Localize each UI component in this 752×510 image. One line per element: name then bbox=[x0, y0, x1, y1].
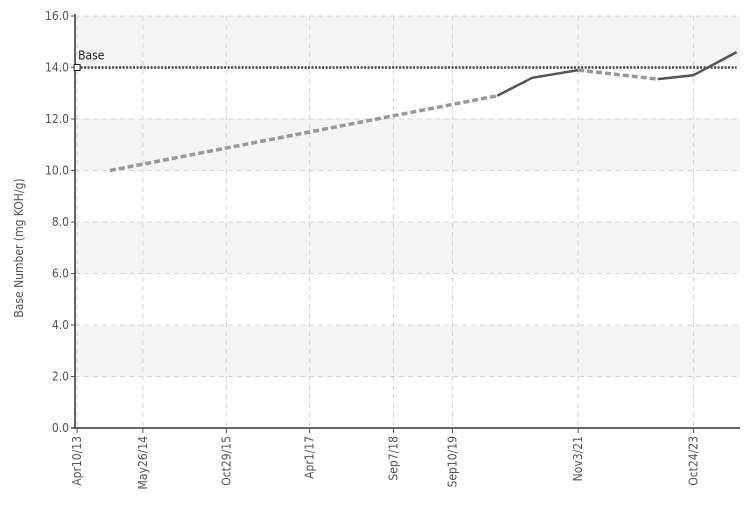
plot-bands bbox=[75, 16, 740, 377]
y-tick-label: 2.0 bbox=[52, 370, 69, 384]
x-tick-label: Oct24/23 bbox=[686, 436, 700, 486]
y-tick-label: 6.0 bbox=[52, 267, 69, 281]
plot-band bbox=[75, 119, 740, 171]
y-tick-label: 12.0 bbox=[45, 112, 69, 126]
series-line-solid bbox=[657, 50, 738, 81]
y-tick-label: 8.0 bbox=[52, 215, 69, 229]
x-tick-label: Apr10/13 bbox=[70, 436, 84, 486]
plot-band bbox=[75, 325, 740, 377]
gridlines bbox=[75, 15, 740, 428]
y-tick-label: 16.0 bbox=[45, 9, 69, 23]
plot-band bbox=[75, 222, 740, 274]
axes bbox=[71, 14, 740, 429]
series-line-dashed bbox=[109, 94, 498, 173]
base-marker bbox=[73, 64, 81, 71]
x-axis-ticks: Apr10/13 May26/14 Oct29/15 Apr1/17 Sep7/18 Se… bbox=[70, 428, 700, 489]
x-tick-label: May26/14 bbox=[136, 436, 150, 490]
x-tick-label: Nov3/21 bbox=[571, 436, 585, 481]
y-axis-title: Base Number (mg KOH/g) bbox=[12, 178, 26, 317]
x-tick-label: Apr1/17 bbox=[303, 436, 317, 479]
x-tick-label: Sep7/18 bbox=[386, 436, 400, 481]
y-tick-label: 14.0 bbox=[45, 61, 69, 75]
base-series-label: Base bbox=[78, 49, 105, 63]
y-tick-label: 0.0 bbox=[52, 421, 69, 435]
y-axis-ticks: 0.0 2.0 4.0 6.0 8.0 10.0 12.0 14.0 16.0 bbox=[45, 9, 75, 435]
y-tick-label: 4.0 bbox=[52, 318, 69, 332]
x-tick-label: Sep10/19 bbox=[445, 436, 459, 488]
y-tick-label: 10.0 bbox=[45, 164, 69, 178]
series-line-dashed bbox=[577, 68, 658, 81]
plot-band bbox=[75, 16, 740, 68]
series-line-solid bbox=[496, 68, 579, 97]
series-lines: Base bbox=[73, 49, 738, 173]
x-tick-label: Oct29/15 bbox=[219, 436, 233, 486]
